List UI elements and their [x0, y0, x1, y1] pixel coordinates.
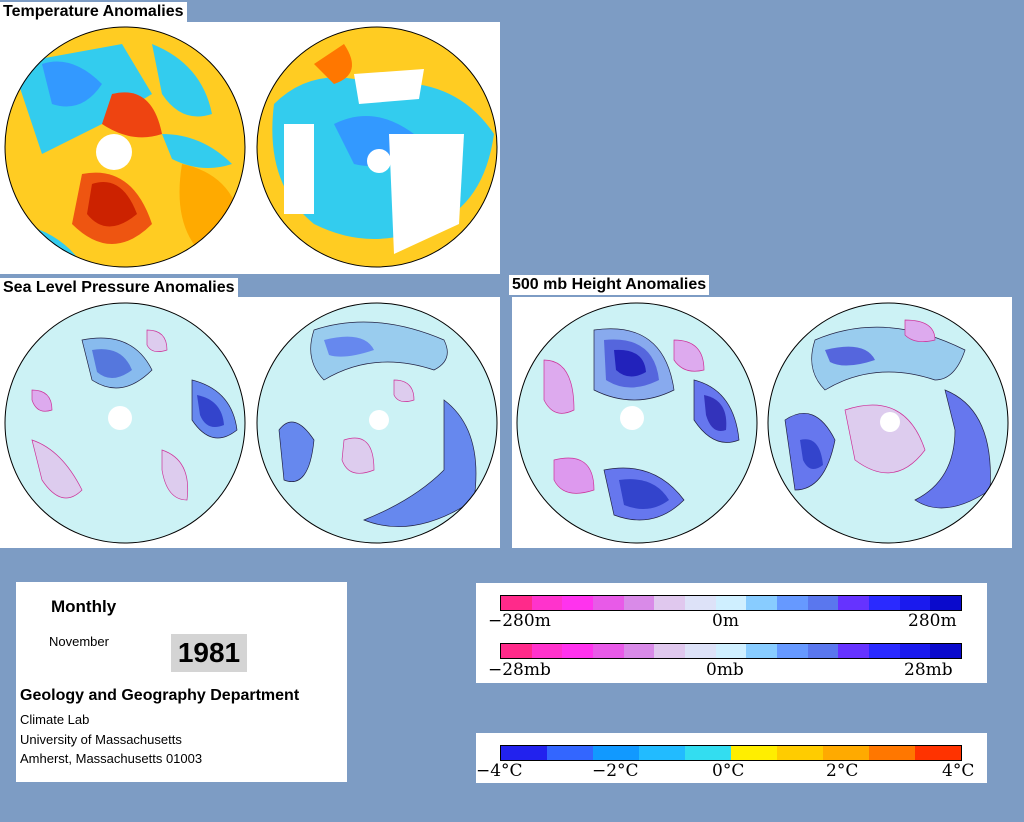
pressure-swatch-2 [562, 644, 594, 658]
temperature-swatch-0 [501, 746, 547, 760]
temperature-colorbar [500, 745, 962, 761]
pressure-min-label: −28mb [488, 660, 551, 680]
temperature-legend: −4°C −2°C 0°C 2°C 4°C [476, 733, 987, 783]
height-swatch-8 [746, 596, 778, 610]
period-label: Monthly [51, 597, 117, 616]
pressure-swatch-9 [777, 644, 808, 658]
height-max-label: 280m [908, 611, 957, 631]
pressure-swatch-5 [654, 644, 686, 658]
pressure-max-label: 28mb [904, 660, 953, 680]
temperature-globe-north [4, 26, 246, 268]
pressure-swatch-11 [838, 644, 870, 658]
temperature-swatch-6 [777, 746, 823, 760]
height-swatch-3 [593, 596, 624, 610]
pressure-swatch-6 [685, 644, 716, 658]
height-swatch-4 [623, 596, 655, 610]
height-swatch-11 [838, 596, 870, 610]
lab-label: Climate Lab [20, 712, 90, 727]
pressure-swatch-12 [869, 644, 900, 658]
height-swatch-7 [715, 596, 747, 610]
pressure-swatch-7 [715, 644, 747, 658]
temperature-swatch-7 [823, 746, 869, 760]
height500-globe-north [516, 302, 758, 544]
height-swatch-10 [807, 596, 839, 610]
height-colorbar [500, 595, 962, 611]
temp-tick-2: 0°C [712, 761, 745, 781]
temperature-swatch-5 [731, 746, 777, 760]
temp-tick-0: −4°C [476, 761, 523, 781]
height-swatch-13 [899, 596, 931, 610]
height-swatch-6 [685, 596, 716, 610]
temperature-swatch-2 [593, 746, 639, 760]
pressure-swatch-10 [807, 644, 839, 658]
slp-globe-north [4, 302, 246, 544]
slp-globe-south [256, 302, 498, 544]
height500-title: 500 mb Height Anomalies [509, 275, 710, 295]
pressure-swatch-8 [746, 644, 778, 658]
pressure-swatch-0 [501, 644, 532, 658]
pressure-swatch-13 [899, 644, 931, 658]
pressure-colorbar [500, 643, 962, 659]
height-swatch-14 [930, 596, 962, 610]
department-label: Geology and Geography Department [20, 687, 300, 704]
temperature-swatch-9 [915, 746, 961, 760]
height-swatch-5 [654, 596, 686, 610]
temp-tick-1: −2°C [592, 761, 639, 781]
height500-globe-south [767, 302, 1009, 544]
temp-tick-3: 2°C [826, 761, 859, 781]
height-pressure-legend: −280m 0m 280m −28mb 0mb 28mb [476, 583, 987, 683]
temp-tick-4: 4°C [942, 761, 975, 781]
pressure-swatch-3 [593, 644, 624, 658]
year-label: 1981 [171, 634, 247, 672]
height-mid-label: 0m [712, 611, 739, 631]
temperature-swatch-3 [639, 746, 685, 760]
height-swatch-1 [531, 596, 563, 610]
temperature-swatch-1 [547, 746, 593, 760]
temperature-globe-south [256, 26, 498, 268]
height-swatch-9 [777, 596, 808, 610]
pressure-swatch-1 [531, 644, 563, 658]
university-label: University of Massachusetts [20, 732, 182, 747]
month-label: November [49, 634, 109, 649]
temperature-swatch-8 [869, 746, 915, 760]
height-swatch-2 [562, 596, 594, 610]
height-min-label: −280m [488, 611, 551, 631]
slp-title: Sea Level Pressure Anomalies [0, 278, 238, 298]
pressure-swatch-4 [623, 644, 655, 658]
pressure-swatch-14 [930, 644, 962, 658]
pressure-mid-label: 0mb [706, 660, 744, 680]
height-swatch-12 [869, 596, 900, 610]
address-label: Amherst, Massachusetts 01003 [20, 751, 203, 766]
temperature-title: Temperature Anomalies [0, 2, 187, 22]
height-swatch-0 [501, 596, 532, 610]
temperature-swatch-4 [685, 746, 731, 760]
info-box: Monthly November 1981 Geology and Geogra… [16, 582, 347, 782]
